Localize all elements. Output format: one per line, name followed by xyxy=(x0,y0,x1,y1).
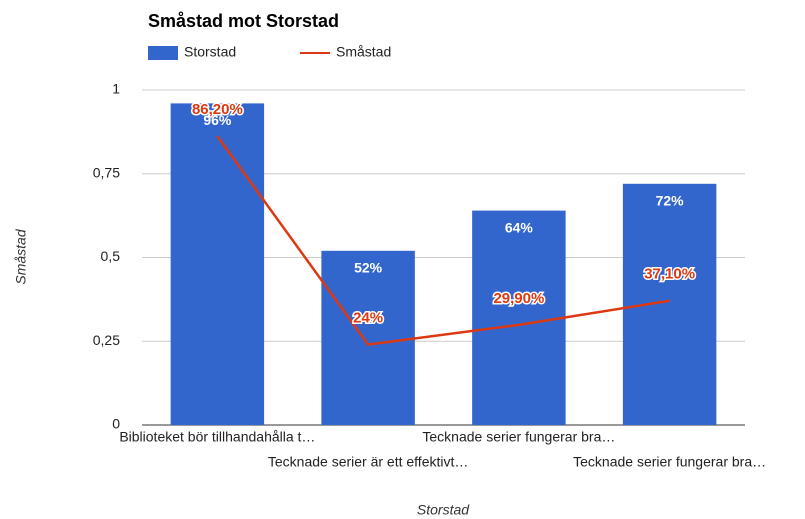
y-tick-label: 1 xyxy=(112,81,120,97)
bar xyxy=(472,210,566,425)
line-value-label: 86,20% xyxy=(192,101,243,118)
chart-title: Småstad mot Storstad xyxy=(148,11,339,31)
bar xyxy=(622,183,717,425)
bar-value-label: 72% xyxy=(656,193,685,209)
bar-value-label: 52% xyxy=(354,260,383,276)
bar-value-label: 96% xyxy=(203,112,232,128)
line-value-label: 29,90% xyxy=(493,290,544,307)
y-tick-label: 0,75 xyxy=(93,164,120,180)
line xyxy=(216,135,670,346)
line-value-label: 24% xyxy=(353,310,383,327)
bar-value-label: 64% xyxy=(505,219,534,235)
y-tick-label: 0,25 xyxy=(93,332,120,348)
legend-label: Storstad xyxy=(184,44,236,60)
y-tick-label: 0,5 xyxy=(101,248,121,264)
x-axis-title: Storstad xyxy=(417,502,470,518)
legend-swatch xyxy=(148,46,178,60)
legend-label: Småstad xyxy=(336,44,391,60)
bar xyxy=(170,103,265,426)
line-value-label: 37,10% xyxy=(644,266,695,283)
x-tick-label: Tecknade serier fungerar bra… xyxy=(422,429,615,445)
x-tick-label: Tecknade serier är ett effektivt… xyxy=(268,454,469,470)
y-tick-label: 0 xyxy=(112,416,120,432)
x-tick-label: Biblioteket bör tillhandahålla t… xyxy=(119,429,315,445)
x-tick-label: Tecknade serier fungerar bra… xyxy=(573,454,766,470)
bar xyxy=(321,250,415,425)
y-axis-title: Småstad xyxy=(13,228,29,284)
